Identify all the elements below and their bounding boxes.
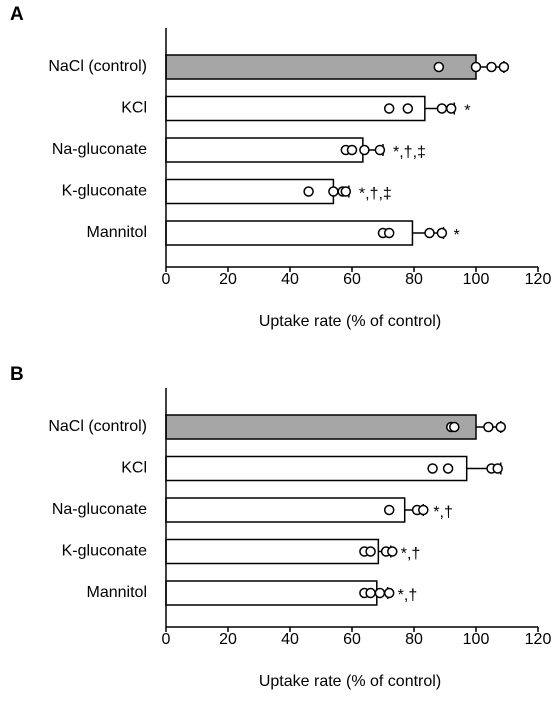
panel-label: A bbox=[10, 4, 24, 25]
significance: *,†,‡ bbox=[393, 144, 426, 161]
data-point bbox=[492, 463, 503, 474]
data-point bbox=[498, 61, 510, 73]
data-point bbox=[365, 587, 376, 599]
category-label: K-gluconate bbox=[62, 183, 147, 200]
significance: *,†,‡ bbox=[359, 186, 392, 203]
data-point bbox=[436, 227, 448, 239]
data-point bbox=[359, 144, 370, 156]
data-point bbox=[346, 144, 358, 156]
data-point bbox=[445, 103, 457, 114]
x-tick-label: 100 bbox=[463, 631, 490, 648]
data-point bbox=[424, 227, 435, 239]
category-label: Mannitol bbox=[87, 224, 147, 241]
data-point bbox=[383, 103, 395, 114]
category-label: KCl bbox=[121, 460, 147, 477]
bar bbox=[165, 497, 406, 523]
data-point bbox=[436, 103, 448, 114]
data-point bbox=[418, 504, 429, 516]
data-point bbox=[365, 546, 376, 557]
significance: *,† bbox=[433, 504, 453, 521]
significance: *,† bbox=[401, 546, 421, 563]
data-point bbox=[427, 463, 438, 474]
category-label: Na-gluconate bbox=[52, 501, 147, 518]
bar bbox=[165, 137, 364, 163]
x-tick-label: 20 bbox=[219, 631, 237, 648]
data-point bbox=[383, 504, 395, 516]
x-tick-label: 60 bbox=[343, 631, 361, 648]
x-tick-label: 100 bbox=[463, 271, 490, 288]
data-point bbox=[495, 421, 507, 433]
x-tick-label: 120 bbox=[525, 631, 552, 648]
bar bbox=[165, 414, 477, 440]
significance: *,† bbox=[398, 587, 418, 604]
category-label: NaCl (control) bbox=[48, 58, 147, 75]
category-label: K-gluconate bbox=[62, 543, 147, 560]
data-point bbox=[328, 186, 339, 197]
x-tick-label: 60 bbox=[343, 271, 361, 288]
data-point bbox=[433, 61, 445, 73]
data-point bbox=[303, 186, 314, 197]
data-point bbox=[483, 421, 494, 433]
data-point bbox=[374, 587, 386, 599]
bar bbox=[165, 220, 414, 246]
x-axis-label: Uptake rate (% of control) bbox=[259, 673, 441, 690]
category-label: Na-gluconate bbox=[52, 141, 147, 158]
data-point bbox=[383, 227, 395, 239]
x-tick-label: 0 bbox=[162, 271, 171, 288]
x-tick-label: 20 bbox=[219, 271, 237, 288]
panel-label: B bbox=[10, 364, 24, 385]
data-point bbox=[402, 103, 414, 114]
significance: * bbox=[453, 227, 459, 244]
data-point bbox=[449, 421, 460, 433]
x-axis-label: Uptake rate (% of control) bbox=[259, 313, 441, 330]
bar bbox=[165, 538, 380, 565]
category-label: NaCl (control) bbox=[48, 418, 147, 435]
data-point bbox=[340, 186, 352, 197]
data-point bbox=[486, 61, 497, 73]
category-label: Mannitol bbox=[87, 584, 147, 601]
x-tick-label: 80 bbox=[405, 631, 423, 648]
data-point bbox=[442, 463, 454, 474]
x-tick-label: 0 bbox=[162, 631, 171, 648]
x-tick-label: 40 bbox=[281, 271, 299, 288]
bar bbox=[165, 580, 378, 606]
category-label: KCl bbox=[121, 100, 147, 117]
data-point bbox=[383, 587, 395, 599]
x-tick-label: 80 bbox=[405, 271, 423, 288]
data-point bbox=[387, 546, 398, 557]
bar bbox=[165, 95, 426, 122]
data-point bbox=[470, 61, 482, 73]
bar bbox=[165, 455, 468, 482]
bar bbox=[165, 54, 477, 80]
x-tick-label: 120 bbox=[525, 271, 552, 288]
significance: * bbox=[464, 103, 470, 120]
x-tick-label: 40 bbox=[281, 631, 299, 648]
data-point bbox=[374, 144, 386, 156]
